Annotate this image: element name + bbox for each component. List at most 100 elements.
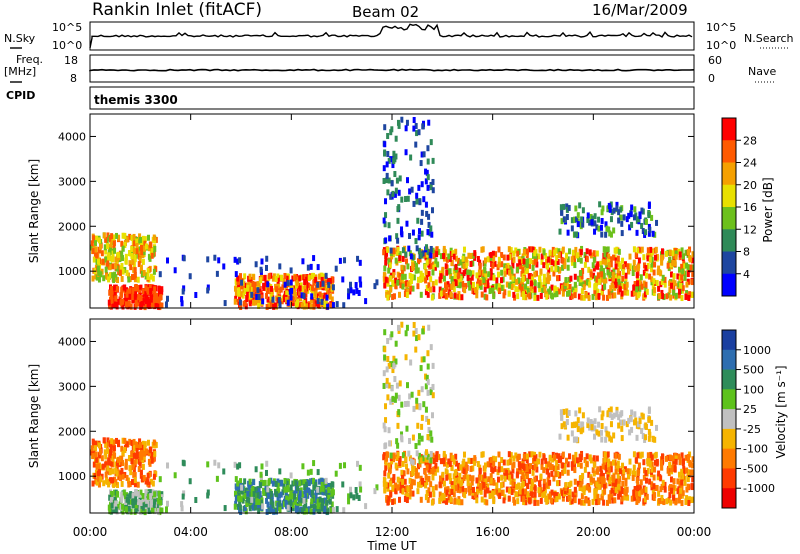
velocity-cell	[617, 487, 621, 494]
power-cell	[411, 229, 415, 236]
power-cell	[525, 252, 529, 259]
velocity-cell	[245, 501, 249, 508]
power-cell	[151, 275, 155, 282]
velocity-cell	[600, 414, 604, 421]
freq-panel: Freq. [MHz] 18 8 60 0 Nave	[4, 53, 776, 85]
velocity-cell	[596, 477, 600, 484]
velocity-cell	[522, 499, 526, 506]
colorbar-tick-label: -25	[743, 423, 761, 436]
velocity-cell	[585, 484, 589, 491]
velocity-cell	[580, 478, 584, 485]
power-cell	[622, 263, 626, 270]
velocity-cell	[257, 507, 261, 514]
power-cell	[595, 294, 599, 301]
power-cell	[627, 212, 631, 219]
power-cell	[673, 260, 677, 267]
power-cell	[283, 281, 287, 288]
velocity-cell	[406, 486, 410, 493]
power-cell	[477, 269, 481, 276]
velocity-cell	[609, 461, 613, 468]
velocity-cell	[688, 460, 692, 467]
power-cell	[478, 279, 482, 286]
power-cell	[109, 247, 113, 254]
velocity-cell	[550, 497, 554, 504]
power-cell	[545, 277, 549, 284]
power-cell	[237, 282, 241, 289]
power-cell	[636, 264, 640, 271]
power-cell	[113, 291, 117, 298]
power-cell	[633, 265, 637, 272]
velocity-cell	[562, 408, 566, 415]
power-cell	[486, 278, 490, 285]
power-cell	[359, 281, 363, 288]
velocity-cell	[92, 461, 96, 468]
power-cell	[310, 284, 314, 291]
velocity-cell	[403, 495, 407, 502]
power-cell	[398, 175, 402, 182]
velocity-cell	[102, 480, 106, 487]
power-cell	[557, 288, 561, 295]
velocity-cell	[321, 485, 325, 492]
velocity-cell	[388, 467, 392, 474]
power-cell	[97, 276, 101, 283]
power-cell	[516, 263, 520, 270]
velocity-cell	[670, 487, 674, 494]
power-cell	[134, 283, 138, 290]
velocity-cell	[558, 433, 562, 440]
velocity-cell	[457, 462, 461, 469]
power-cell	[660, 289, 664, 296]
power-cell	[384, 237, 388, 244]
power-cell	[342, 302, 346, 309]
velocity-cell	[691, 462, 695, 469]
velocity-cell	[602, 499, 606, 506]
velocity-cell	[445, 461, 449, 468]
power-cell	[132, 266, 136, 273]
velocity-cell	[566, 461, 570, 468]
velocity-cell	[431, 392, 435, 399]
velocity-cell	[206, 492, 210, 499]
power-cell	[581, 207, 585, 214]
velocity-cell	[636, 497, 640, 504]
power-cell	[390, 180, 394, 187]
velocity-cell	[531, 451, 535, 458]
velocity-cell	[141, 463, 145, 470]
power-cell	[640, 283, 644, 290]
power-cell	[125, 291, 129, 298]
power-cell	[383, 141, 387, 148]
power-cell	[394, 135, 398, 142]
power-cell	[610, 282, 614, 289]
velocity-cell	[320, 503, 324, 510]
velocity-cell	[477, 474, 481, 481]
power-cell	[552, 260, 556, 267]
power-cell	[555, 255, 559, 262]
power-cell	[334, 265, 338, 272]
power-cell	[410, 186, 414, 193]
power-cell	[466, 269, 470, 276]
power-cell	[128, 233, 132, 240]
velocity-cell	[508, 474, 512, 481]
power-cell	[131, 294, 135, 301]
power-cell	[399, 282, 403, 289]
velocity-cell	[573, 497, 577, 504]
power-cell	[687, 294, 691, 301]
velocity-cell	[480, 496, 484, 503]
colorbar-segment	[722, 409, 736, 430]
velocity-cell	[428, 462, 432, 469]
velocity-cell	[516, 471, 520, 478]
velocity-cell	[648, 431, 652, 438]
velocity-cell	[107, 504, 111, 511]
power-cell	[247, 275, 251, 282]
velocity-cell	[309, 502, 313, 509]
velocity-cell	[389, 480, 393, 487]
power-cell	[266, 287, 270, 294]
power-cell	[426, 229, 430, 236]
velocity-cell	[611, 480, 615, 487]
velocity-cell	[473, 455, 477, 462]
velocity-cell	[592, 455, 596, 462]
power-cell	[670, 282, 674, 289]
velocity-cell	[120, 491, 124, 498]
velocity-cell	[419, 365, 423, 372]
power-cell	[424, 289, 428, 296]
velocity-cell	[570, 461, 574, 468]
colorbar-tick-label: 12	[743, 223, 757, 236]
